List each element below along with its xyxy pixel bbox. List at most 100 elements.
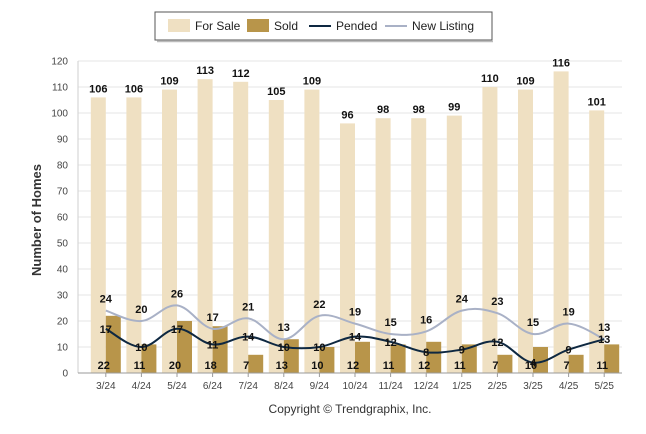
label-new-listing: 16 (420, 314, 432, 326)
bar-sold (177, 321, 192, 373)
line-pended (105, 327, 605, 364)
bar-for-sale (446, 115, 462, 373)
y-tick-label: 90 (57, 135, 69, 146)
label-new-listing: 24 (100, 294, 113, 306)
bar-sold (355, 341, 370, 373)
bar-sold (461, 344, 477, 373)
x-tick-label: 3/24 (96, 381, 116, 392)
label-sold: 18 (204, 360, 216, 372)
bar-sold (568, 354, 584, 373)
y-tick-label: 0 (62, 369, 68, 380)
label-for-sale: 109 (516, 76, 534, 88)
x-tick-label: 2/25 (488, 381, 508, 392)
label-sold: 7 (564, 360, 570, 372)
label-new-listing: 24 (456, 294, 469, 306)
label-for-sale: 98 (377, 104, 389, 116)
label-pended: 9 (566, 345, 572, 357)
label-new-listing: 19 (349, 307, 361, 319)
label-sold: 11 (383, 360, 395, 372)
y-tick-label: 20 (57, 317, 69, 328)
label-new-listing: 20 (135, 304, 147, 316)
label-pended: 14 (349, 332, 362, 344)
x-tick-label: 4/24 (132, 381, 152, 392)
y-tick-label: 120 (51, 57, 68, 68)
y-tick-label: 60 (57, 213, 69, 224)
label-sold: 10 (311, 360, 323, 372)
label-new-listing: 22 (313, 299, 325, 311)
label-pended: 12 (384, 337, 396, 349)
label-for-sale: 98 (413, 104, 425, 116)
label-sold: 13 (276, 360, 288, 372)
y-tick-label: 70 (57, 187, 69, 198)
bar-sold (390, 344, 406, 373)
label-for-sale: 106 (125, 83, 143, 95)
label-new-listing: 17 (206, 312, 218, 324)
label-for-sale: 110 (481, 73, 499, 85)
legend-swatch-for-sale (168, 19, 190, 32)
bar-sold (604, 344, 620, 373)
bar-sold (497, 354, 513, 373)
label-pended: 4 (530, 358, 537, 370)
bar-sold (319, 347, 335, 373)
x-tick-label: 5/24 (167, 381, 187, 392)
y-tick-label: 80 (57, 161, 69, 172)
bar-sold (248, 354, 264, 373)
bar-sold (141, 344, 157, 373)
bars (90, 71, 620, 374)
x-tick-label: 10/24 (342, 381, 367, 392)
bar-for-sale (268, 100, 284, 373)
label-sold: 11 (596, 360, 608, 372)
label-new-listing: 23 (491, 296, 503, 308)
label-new-listing: 15 (527, 317, 539, 329)
y-tick-label: 100 (51, 109, 68, 120)
y-tick-label: 10 (57, 343, 69, 354)
label-pended: 8 (423, 347, 429, 359)
label-new-listing: 21 (242, 301, 254, 313)
label-sold: 7 (243, 360, 249, 372)
label-pended: 14 (242, 332, 255, 344)
label-sold: 12 (347, 360, 359, 372)
label-sold: 12 (418, 360, 430, 372)
legend-swatch-sold (247, 19, 269, 32)
x-tick-label: 3/25 (523, 381, 543, 392)
y-tick-label: 110 (52, 83, 68, 94)
y-tick-label: 50 (57, 239, 69, 250)
label-for-sale: 109 (160, 76, 178, 88)
label-for-sale: 105 (267, 86, 285, 98)
bar-for-sale (162, 89, 177, 373)
label-pended: 13 (598, 334, 610, 346)
legend-label-pended: Pended (336, 19, 377, 33)
label-pended: 17 (171, 324, 183, 336)
legend-label-for-sale: For Sale (195, 19, 241, 33)
legend-label-new-listing: New Listing (412, 19, 474, 33)
label-pended: 10 (135, 342, 147, 354)
x-tick-label: 1/25 (452, 381, 472, 392)
y-axis: 0 10 20 30 40 50 60 70 80 90 100 110 120 (51, 57, 79, 380)
y-tick-label: 30 (57, 291, 69, 302)
label-for-sale: 109 (303, 76, 321, 88)
label-new-listing: 26 (171, 288, 183, 300)
label-for-sale: 101 (588, 96, 606, 108)
copyright-text: Copyright © Trendgraphix, Inc. (269, 402, 432, 416)
bar-for-sale (411, 118, 427, 373)
x-tick-label: 7/24 (238, 381, 258, 392)
label-sold: 10 (525, 360, 537, 372)
label-new-listing: 13 (598, 322, 610, 334)
label-new-listing: 13 (278, 322, 290, 334)
label-for-sale: 99 (448, 102, 460, 114)
label-sold: 22 (98, 360, 110, 372)
x-tick-label: 9/24 (310, 381, 330, 392)
bar-for-sale (126, 97, 142, 374)
series-lines (105, 304, 605, 364)
bar-for-sale (518, 89, 533, 373)
label-for-sale: 112 (232, 68, 250, 80)
label-pended: 17 (100, 324, 112, 336)
label-sold: 20 (169, 360, 181, 372)
label-pended: 11 (207, 339, 219, 351)
bar-for-sale (482, 87, 498, 373)
x-tick-label: 6/24 (203, 381, 223, 392)
label-for-sale: 113 (196, 65, 214, 77)
label-new-listing: 15 (384, 317, 396, 329)
